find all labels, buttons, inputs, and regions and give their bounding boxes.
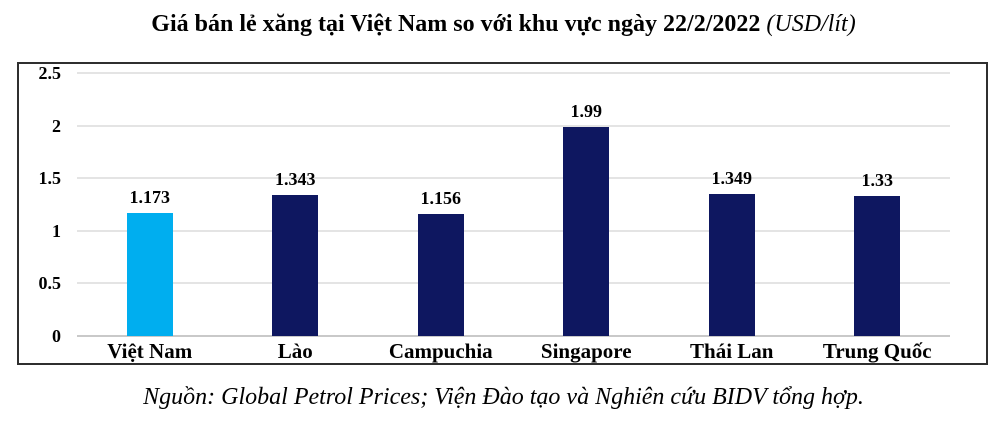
bar <box>854 196 901 336</box>
gridline <box>77 282 950 285</box>
y-axis: 0 0.5 1 1.5 2 2.5 <box>21 63 65 363</box>
category-label: Thái Lan <box>690 339 774 363</box>
gridline <box>77 124 950 127</box>
category-label: Campuchia <box>388 339 493 363</box>
bar-value-label: 1.173 <box>129 186 171 207</box>
y-tick-label: 0 <box>52 326 61 346</box>
y-tick-label: 2 <box>52 115 61 136</box>
bar <box>563 126 610 336</box>
bar-value-label: 1.156 <box>420 188 462 209</box>
bar-value-label: 1.99 <box>570 100 603 121</box>
category-label: Việt Nam <box>107 339 193 363</box>
chart-title-unit: (USD/lít) <box>766 11 856 37</box>
bar <box>708 194 755 336</box>
bar-value-label: 1.349 <box>711 168 753 189</box>
chart-title: Giá bán lẻ xăng tại Việt Nam so với khu … <box>0 8 1007 40</box>
source-note: Nguồn: Global Petrol Prices; Viện Đào tạ… <box>143 384 864 410</box>
bar-value-label: 1.343 <box>275 168 316 189</box>
category-label: Trung Quốc <box>822 339 932 363</box>
chart-frame: 0 0.5 1 1.5 2 2.5 1.173 1.343 1.156 1.99 1.349 1.3… <box>17 62 988 365</box>
category-label: Lào <box>277 339 313 363</box>
y-tick-label: 0.5 <box>38 273 62 294</box>
bar <box>272 194 319 336</box>
x-axis-baseline <box>77 335 950 337</box>
bar-value-label: 1.33 <box>861 170 894 191</box>
bar <box>417 214 464 336</box>
gridline <box>77 229 950 232</box>
y-tick-label: 1 <box>52 220 61 241</box>
bar <box>126 212 173 336</box>
chart-title-text: Giá bán lẻ xăng tại Việt Nam so với khu … <box>151 11 761 37</box>
y-tick-label: 1.5 <box>38 168 62 189</box>
y-tick-label: 2.5 <box>38 63 62 83</box>
gridline <box>77 72 950 74</box>
gridline <box>77 177 950 180</box>
category-label: Singapore <box>540 339 632 363</box>
plot-area: 1.173 1.343 1.156 1.99 1.349 1.33 <box>77 72 950 337</box>
